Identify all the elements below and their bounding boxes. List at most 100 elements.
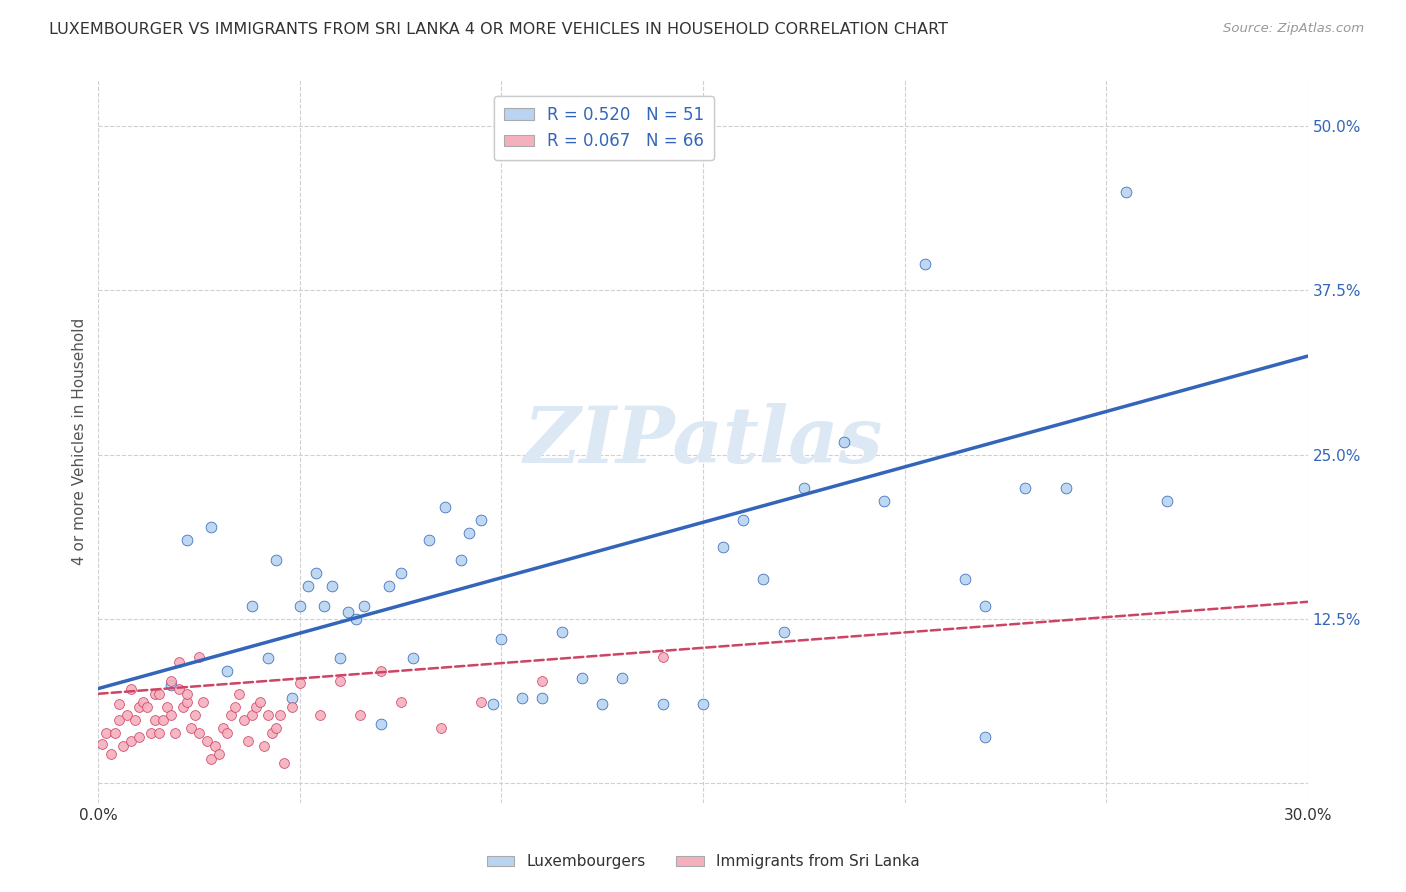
Point — [281, 699, 304, 714]
Text: Source: ZipAtlas.com: Source: ZipAtlas.com — [1223, 22, 1364, 36]
Point — [377, 579, 399, 593]
Point — [314, 599, 336, 613]
Point — [176, 687, 198, 701]
Point — [530, 673, 553, 688]
Point — [135, 699, 157, 714]
Point — [571, 671, 593, 685]
Point — [793, 481, 815, 495]
Point — [217, 726, 239, 740]
Point — [208, 747, 231, 762]
Point — [160, 673, 183, 688]
Y-axis label: 4 or more Vehicles in Household: 4 or more Vehicles in Household — [72, 318, 87, 566]
Point — [458, 526, 481, 541]
Point — [711, 540, 734, 554]
Point — [470, 695, 492, 709]
Point — [418, 533, 440, 547]
Point — [349, 707, 371, 722]
Point — [195, 734, 218, 748]
Point — [152, 713, 174, 727]
Point — [692, 698, 714, 712]
Point — [91, 737, 114, 751]
Point — [953, 573, 976, 587]
Point — [128, 699, 150, 714]
Point — [430, 721, 453, 735]
Point — [115, 707, 138, 722]
Point — [176, 695, 198, 709]
Point — [120, 681, 142, 696]
Point — [143, 687, 166, 701]
Point — [337, 605, 360, 619]
Point — [752, 573, 775, 587]
Point — [180, 721, 202, 735]
Text: ZIPatlas: ZIPatlas — [523, 403, 883, 480]
Point — [249, 695, 271, 709]
Point — [651, 650, 673, 665]
Point — [160, 677, 183, 691]
Point — [370, 665, 392, 679]
Point — [1014, 481, 1036, 495]
Point — [1156, 493, 1178, 508]
Point — [1054, 481, 1077, 495]
Point — [353, 599, 375, 613]
Point — [232, 713, 254, 727]
Point — [111, 739, 134, 754]
Point — [305, 566, 328, 580]
Point — [148, 687, 170, 701]
Point — [256, 707, 278, 722]
Point — [217, 665, 239, 679]
Point — [591, 698, 613, 712]
Point — [288, 599, 311, 613]
Point — [370, 717, 392, 731]
Point — [281, 690, 304, 705]
Point — [163, 726, 186, 740]
Point — [329, 673, 352, 688]
Point — [491, 632, 513, 646]
Point — [309, 707, 332, 722]
Point — [143, 713, 166, 727]
Legend: Luxembourgers, Immigrants from Sri Lanka: Luxembourgers, Immigrants from Sri Lanka — [481, 848, 925, 875]
Point — [184, 707, 207, 722]
Point — [167, 681, 190, 696]
Point — [224, 699, 246, 714]
Point — [273, 756, 295, 771]
Point — [228, 687, 250, 701]
Point — [148, 726, 170, 740]
Point — [139, 726, 162, 740]
Point — [221, 707, 243, 722]
Point — [914, 257, 936, 271]
Point — [188, 726, 211, 740]
Point — [434, 500, 457, 515]
Point — [100, 747, 122, 762]
Point — [236, 734, 259, 748]
Point — [264, 721, 287, 735]
Point — [245, 699, 267, 714]
Point — [389, 566, 412, 580]
Point — [240, 599, 263, 613]
Point — [103, 726, 125, 740]
Point — [156, 699, 179, 714]
Point — [450, 553, 472, 567]
Point — [832, 434, 855, 449]
Point — [551, 625, 574, 640]
Point — [974, 730, 997, 744]
Point — [470, 513, 492, 527]
Point — [96, 726, 118, 740]
Point — [344, 612, 367, 626]
Point — [124, 713, 146, 727]
Point — [288, 676, 311, 690]
Point — [733, 513, 755, 527]
Point — [510, 690, 533, 705]
Point — [128, 730, 150, 744]
Point — [167, 655, 190, 669]
Point — [530, 690, 553, 705]
Point — [204, 739, 226, 754]
Point — [321, 579, 343, 593]
Point — [1115, 185, 1137, 199]
Point — [256, 651, 278, 665]
Point — [132, 695, 155, 709]
Point — [482, 698, 505, 712]
Point — [402, 651, 425, 665]
Point — [212, 721, 235, 735]
Point — [389, 695, 412, 709]
Point — [651, 698, 673, 712]
